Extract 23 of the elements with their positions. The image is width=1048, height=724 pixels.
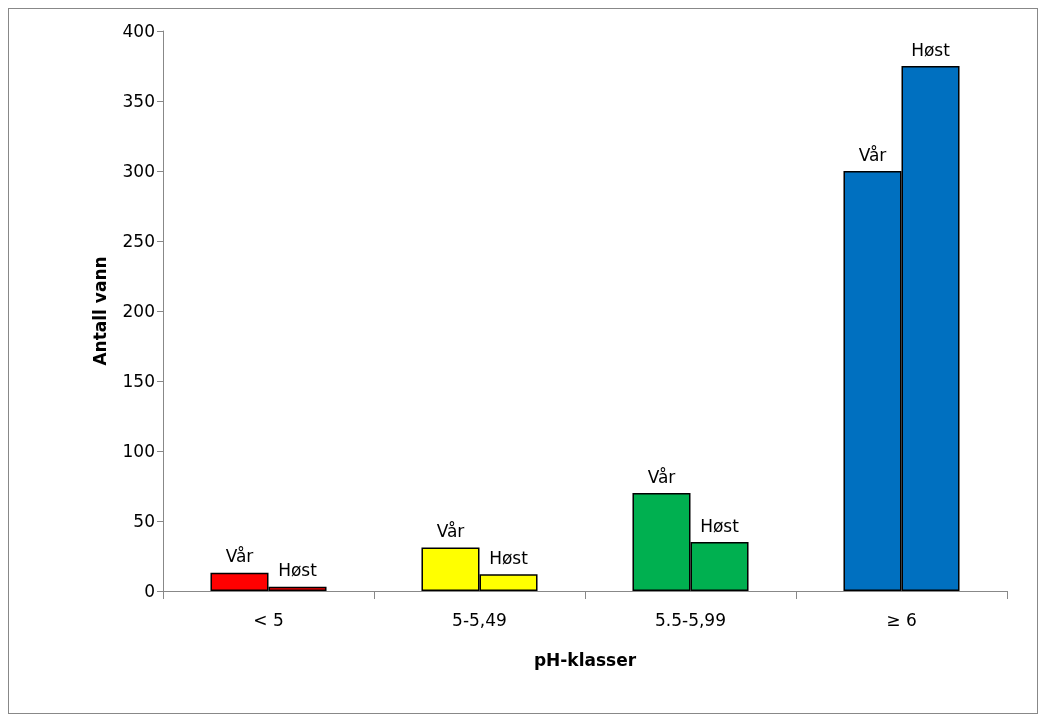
y-tick-label: 400 — [122, 21, 155, 41]
y-tick-label: 300 — [122, 161, 155, 181]
x-tick-label: 5.5-5,99 — [654, 609, 727, 630]
y-tick-label: 250 — [122, 231, 155, 251]
text: Vår — [647, 466, 676, 487]
series-label: Høst — [278, 560, 318, 581]
y-tick-label: 350 — [122, 91, 155, 111]
series-label: Vår — [225, 546, 254, 567]
y-tick-label: 50 — [133, 511, 155, 531]
y-tick-label: 200 — [122, 301, 155, 321]
text: Vår — [858, 144, 887, 165]
x-tick-label: 5-5,49 — [452, 609, 507, 630]
y-tick-label: 150 — [122, 371, 155, 391]
y-axis-title: Antall vann — [89, 256, 110, 366]
text: Vår — [436, 521, 465, 542]
x-tick-label: < 5 — [253, 609, 284, 630]
text: Høst — [911, 39, 950, 60]
y-tick-label: 0 — [144, 581, 155, 601]
x-tick-label: ≥ 6 — [886, 609, 917, 630]
y-tick-label: 100 — [122, 441, 155, 461]
x-axis-title: pH-klasser — [533, 649, 637, 670]
text: Høst — [700, 515, 739, 536]
text: Høst — [489, 547, 528, 568]
